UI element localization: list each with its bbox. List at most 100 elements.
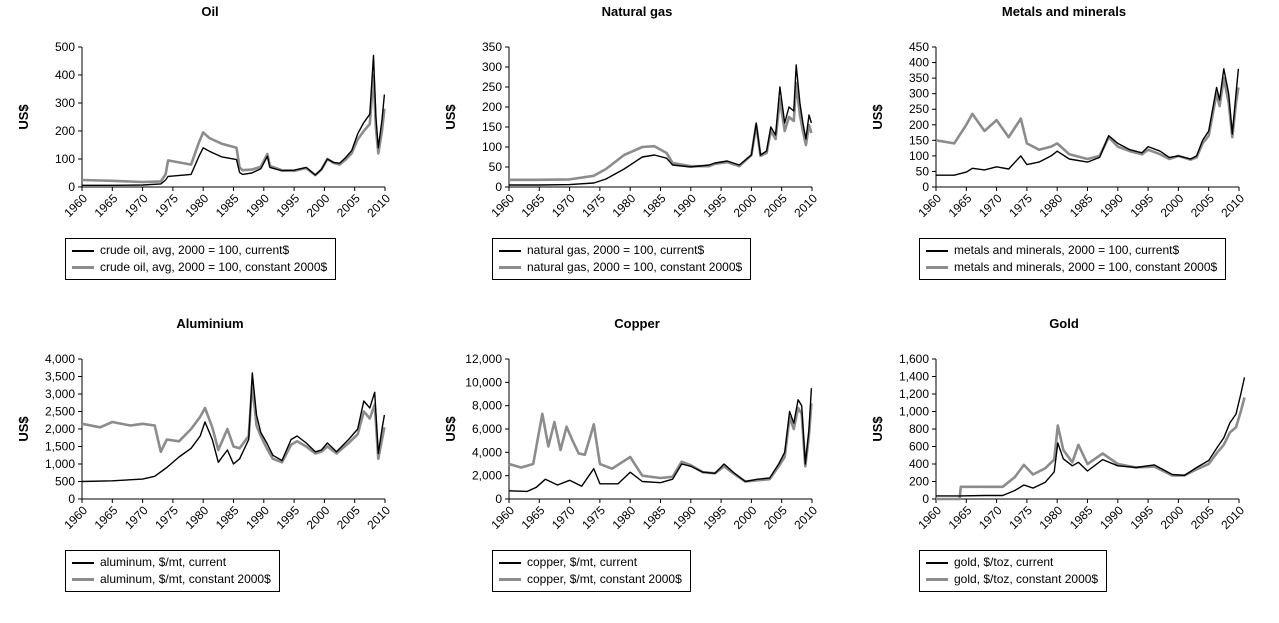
y-tick-label: 1,000 [45, 457, 75, 471]
x-tick-label: 1995 [1127, 191, 1156, 220]
y-tick-label: 400 [55, 68, 75, 82]
y-tick-label: 300 [482, 60, 502, 74]
legend-label: gold, $/toz, constant 2000$ [954, 571, 1098, 588]
y-tick-label: 600 [909, 440, 929, 454]
y-tick-label: 1,200 [899, 387, 929, 401]
chart-metals-and-minerals: Metals and minerals 0 50 100 150 200 250 300 350… [854, 0, 1274, 305]
plot-area: 02,0004,0006,0008,00010,00012,0001960 196… [427, 312, 847, 552]
legend-label: crude oil, avg, 2000 = 100, current$ [100, 242, 289, 259]
x-tick-label: 1965 [946, 191, 975, 220]
legend-label: metals and minerals, 2000 = 100, constan… [954, 259, 1217, 276]
x-tick-label: 1960 [488, 191, 517, 220]
y-tick-label: 100 [55, 152, 75, 166]
legend-swatch [499, 250, 521, 252]
x-tick-label: 1985 [1067, 191, 1096, 220]
x-tick-label: 1995 [273, 503, 302, 532]
y-tick-label: 0 [68, 492, 75, 506]
legend-entry: crude oil, avg, 2000 = 100, constant 200… [72, 259, 327, 276]
y-axis-title: US$ [16, 104, 31, 130]
series-line-current [82, 373, 384, 482]
legend-swatch [72, 266, 94, 269]
x-tick-label: 1990 [243, 503, 272, 532]
x-tick-label: 1990 [1097, 503, 1126, 532]
x-tick-label: 1990 [670, 503, 699, 532]
legend-entry: copper, $/mt, current [499, 554, 682, 571]
legend-swatch [499, 562, 521, 564]
legend-label: crude oil, avg, 2000 = 100, constant 200… [100, 259, 327, 276]
legend: crude oil, avg, 2000 = 100, current$ crud… [65, 238, 336, 280]
x-tick-label: 2000 [304, 191, 333, 220]
legend-entry: aluminum, $/mt, constant 2000$ [72, 571, 271, 588]
chart-gold: Gold 0 200 400 600 800 1,000 1,200 1,400 1,600 196… [854, 312, 1274, 617]
y-tick-label: 1,000 [899, 405, 929, 419]
y-tick-label: 8,000 [472, 399, 502, 413]
x-tick-label: 1975 [152, 503, 181, 532]
x-tick-label: 2005 [334, 503, 363, 532]
x-tick-label: 1975 [152, 191, 181, 220]
series-line-constant [936, 398, 1245, 500]
x-tick-label: 2010 [1218, 503, 1247, 532]
legend-swatch [499, 578, 521, 581]
x-tick-label: 2005 [1188, 503, 1217, 532]
x-tick-label: 2005 [761, 503, 790, 532]
legend: gold, $/toz, current gold, $/toz, constan… [919, 550, 1107, 592]
y-tick-label: 250 [482, 80, 502, 94]
legend: natural gas, 2000 = 100, current$ natural… [492, 238, 751, 280]
legend-entry: crude oil, avg, 2000 = 100, current$ [72, 242, 327, 259]
y-tick-label: 0 [922, 492, 929, 506]
x-tick-label: 1990 [243, 191, 272, 220]
x-tick-label: 1980 [1037, 191, 1066, 220]
y-tick-label: 12,000 [465, 352, 502, 366]
y-tick-label: 10,000 [465, 375, 502, 389]
chart-natural-gas: Natural gas 0 50 100 150 200 250 300 350 1960 1965… [427, 0, 847, 305]
series-line-current [509, 65, 811, 185]
legend-swatch [72, 562, 94, 564]
legend-swatch [72, 578, 94, 581]
x-tick-label: 2010 [1218, 191, 1247, 220]
legend: metals and minerals, 2000 = 100, current… [919, 238, 1226, 280]
y-tick-label: 0 [495, 492, 502, 506]
x-tick-label: 1965 [519, 503, 548, 532]
legend-label: copper, $/mt, current [527, 554, 637, 571]
legend-label: copper, $/mt, constant 2000$ [527, 571, 682, 588]
legend-label: metals and minerals, 2000 = 100, current… [954, 242, 1179, 259]
legend-entry: natural gas, 2000 = 100, current$ [499, 242, 742, 259]
y-tick-label: 50 [489, 160, 503, 174]
x-tick-label: 1970 [122, 503, 151, 532]
plot-area: 05001,0001,5002,0002,5003,0003,5004,0001… [0, 312, 420, 552]
legend-swatch [926, 266, 948, 269]
series-line-current [509, 388, 811, 491]
y-tick-label: 150 [482, 120, 502, 134]
series-line-constant [936, 78, 1238, 160]
y-tick-label: 250 [909, 102, 929, 116]
x-tick-label: 1960 [61, 503, 90, 532]
y-tick-label: 200 [909, 475, 929, 489]
plot-area: 0501001502002503003504004501960 1965 1970 1… [854, 0, 1274, 240]
series-line-constant [82, 75, 384, 182]
x-tick-label: 1980 [610, 503, 639, 532]
x-tick-label: 1985 [640, 503, 669, 532]
legend-entry: aluminum, $/mt, current [72, 554, 271, 571]
x-tick-label: 1985 [213, 503, 242, 532]
x-tick-label: 2005 [334, 191, 363, 220]
x-tick-label: 1985 [640, 191, 669, 220]
y-axis-title: US$ [870, 104, 885, 130]
plot-area: 02004006008001,0001,2001,4001,6001960 196… [854, 312, 1274, 552]
legend-entry: gold, $/toz, constant 2000$ [926, 571, 1098, 588]
y-axis-title: US$ [443, 104, 458, 130]
x-tick-label: 1980 [1037, 503, 1066, 532]
y-tick-label: 2,000 [472, 469, 502, 483]
series-line-current [936, 377, 1245, 496]
x-tick-label: 1975 [1006, 503, 1035, 532]
y-tick-label: 500 [55, 475, 75, 489]
y-axis-title: US$ [870, 416, 885, 442]
legend-entry: natural gas, 2000 = 100, constant 2000$ [499, 259, 742, 276]
chart-copper: Copper 0 2,000 4,000 6,000 8,000 10,000 12,000 1… [427, 312, 847, 617]
x-tick-label: 1995 [700, 191, 729, 220]
x-tick-label: 2005 [761, 191, 790, 220]
y-axis-title: US$ [16, 416, 31, 442]
y-tick-label: 1,500 [45, 440, 75, 454]
legend-label: aluminum, $/mt, constant 2000$ [100, 571, 271, 588]
x-tick-label: 1980 [610, 191, 639, 220]
